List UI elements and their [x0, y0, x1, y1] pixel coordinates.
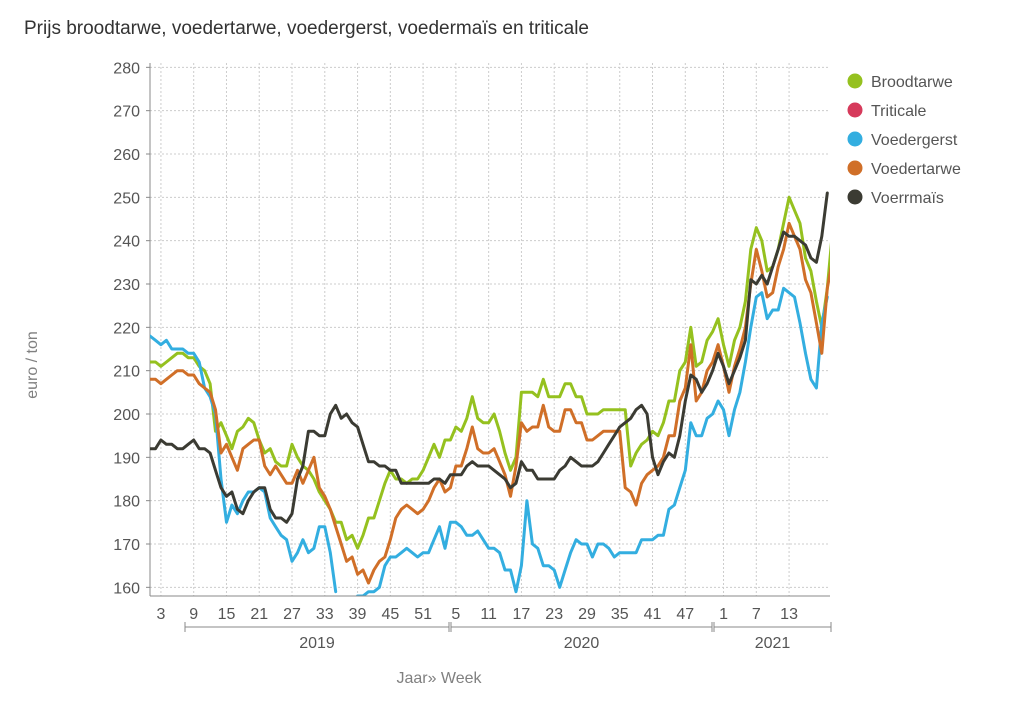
- y-tick-label: 160: [113, 580, 140, 597]
- series-line-broodtarwe: [150, 195, 830, 550]
- legend-label-broodtarwe[interactable]: Broodtarwe: [871, 74, 953, 91]
- x-tick-label: 15: [218, 606, 236, 623]
- year-label: 2019: [299, 635, 335, 652]
- chart-title: Prijs broodtarwe, voedertarwe, voederger…: [24, 18, 589, 39]
- year-label: 2021: [755, 635, 791, 652]
- y-axis-title: euro / ton: [24, 331, 41, 399]
- x-tick-label: 23: [545, 606, 563, 623]
- legend-label-voerrmas[interactable]: Voerrmaïs: [871, 190, 944, 207]
- x-tick-label: 1: [719, 606, 728, 623]
- y-tick-label: 250: [113, 190, 140, 207]
- y-tick-label: 200: [113, 407, 140, 424]
- legend-marker-voedertarwe[interactable]: [846, 159, 864, 177]
- x-tick-label: 17: [513, 606, 531, 623]
- y-tick-label: 240: [113, 234, 140, 251]
- gridlines: [150, 63, 830, 596]
- series-line-voedergerst: [150, 286, 829, 596]
- x-tick-label: 35: [611, 606, 629, 623]
- y-tick-label: 210: [113, 364, 140, 381]
- y-tick-label: 260: [113, 147, 140, 164]
- legend-marker-voerrmas[interactable]: [846, 188, 864, 206]
- legend-label-voedertarwe[interactable]: Voedertarwe: [871, 161, 961, 178]
- x-tick-label: 27: [283, 606, 301, 623]
- x-tick-label: 21: [250, 606, 268, 623]
- legend-label-triticale[interactable]: Triticale: [871, 103, 927, 120]
- legend: Broodtarwe Triticale Voedergerst Voedertarw…: [846, 72, 961, 207]
- x-tick-label: 13: [780, 606, 798, 623]
- legend-marker-triticale[interactable]: [846, 101, 864, 119]
- x-tick-label: 51: [414, 606, 432, 623]
- year-label: 2020: [564, 635, 600, 652]
- x-tick-label: 7: [752, 606, 761, 623]
- x-tick-label: 45: [381, 606, 399, 623]
- y-tick-label: 190: [113, 450, 140, 467]
- y-axis: 160 170 180 190 200 210 220 230 240 250 260 270 280: [113, 60, 151, 597]
- series-lines: [150, 191, 830, 596]
- series-line-voerrmas: [150, 191, 829, 524]
- x-tick-label: 29: [578, 606, 596, 623]
- y-tick-label: 230: [113, 277, 140, 294]
- x-tick-label: 41: [644, 606, 662, 623]
- x-tick-label: 3: [156, 606, 165, 623]
- legend-marker-broodtarwe[interactable]: [846, 72, 864, 90]
- legend-marker-voedergerst[interactable]: [846, 130, 864, 148]
- legend-label-voedergerst[interactable]: Voedergerst: [871, 132, 958, 149]
- y-tick-label: 180: [113, 494, 140, 511]
- y-tick-label: 170: [113, 537, 140, 554]
- y-tick-label: 270: [113, 104, 140, 121]
- y-tick-label: 220: [113, 320, 140, 337]
- x-tick-label: 9: [189, 606, 198, 623]
- y-tick-label: 280: [113, 60, 140, 77]
- x-tick-label: 5: [451, 606, 460, 623]
- x-tick-label: 33: [316, 606, 334, 623]
- series-line-voedertarwe: [150, 221, 830, 585]
- x-axis-title: Jaar» Week: [396, 670, 482, 687]
- x-tick-label: 39: [349, 606, 367, 623]
- x-tick-label: 47: [676, 606, 694, 623]
- x-tick-label: 11: [480, 606, 497, 623]
